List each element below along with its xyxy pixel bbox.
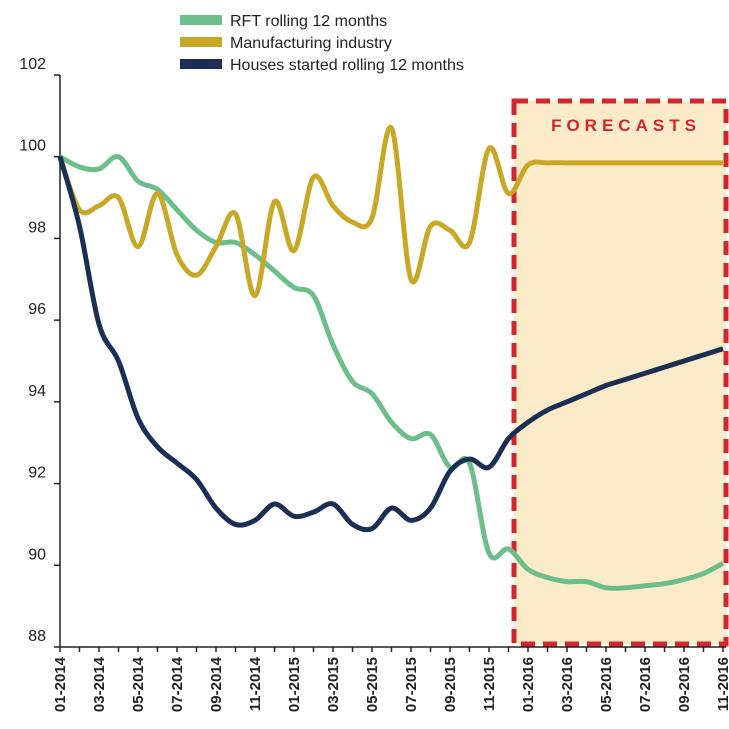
y-tick-label: 98 [28, 219, 46, 236]
series-line [58, 154, 725, 591]
x-tick-label: 05-2016 [598, 657, 615, 712]
series-line [57, 156, 724, 533]
x-tick-label: 11-2014 [247, 656, 264, 711]
x-tick-label: 09-2014 [208, 656, 225, 712]
x-tick-label: 03-2014 [91, 656, 108, 712]
legend-label: RFT rolling 12 months [230, 13, 387, 30]
y-tick-label: 94 [28, 383, 46, 400]
x-tick-label: 05-2015 [364, 657, 381, 712]
y-tick-label: 90 [28, 546, 46, 563]
y-tick-label: 92 [28, 465, 46, 482]
x-tick-label: 07-2015 [403, 657, 420, 712]
y-tick-label: 88 [28, 628, 46, 645]
x-tick-label: 09-2016 [676, 657, 693, 712]
x-tick-label: 07-2016 [637, 657, 654, 712]
x-tick-label: 09-2015 [442, 657, 459, 712]
x-tick-label: 01-2016 [520, 657, 537, 712]
legend-swatch [180, 59, 222, 69]
y-tick-label: 102 [19, 56, 46, 73]
x-tick-label: 01-2014 [52, 656, 69, 712]
x-tick-label: 03-2016 [559, 657, 576, 712]
y-tick-label: 96 [28, 301, 46, 318]
x-tick-label: 11-2016 [715, 657, 729, 711]
legend-label: Houses started rolling 12 months [230, 57, 464, 74]
legend-label: Manufacturing industry [230, 35, 392, 52]
legend-swatch [180, 15, 222, 25]
x-tick-label: 01-2015 [286, 657, 303, 712]
y-tick-label: 100 [19, 138, 46, 155]
legend-swatch [180, 37, 222, 47]
x-tick-label: 07-2014 [169, 656, 186, 712]
x-tick-label: 05-2014 [130, 656, 147, 712]
forecast-label: FORECASTS [551, 116, 701, 135]
x-tick-label: 11-2015 [481, 657, 498, 711]
forecast-region [511, 98, 729, 647]
series-line [57, 125, 723, 299]
x-tick-label: 03-2015 [325, 657, 342, 712]
